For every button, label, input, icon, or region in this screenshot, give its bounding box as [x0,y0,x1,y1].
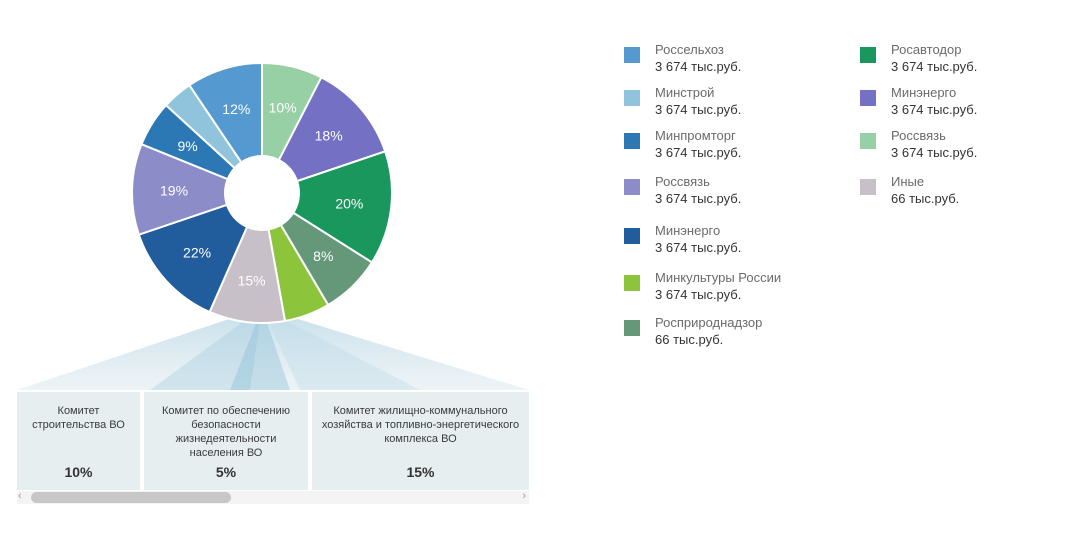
drilldown-percent: 10% [64,464,93,480]
slice-label: 22% [183,244,211,260]
legend-value: 3 674 тыс.руб. [891,102,978,117]
legend-swatch [624,179,640,195]
legend-item[interactable]: Минэнерго 3 674 тыс.руб. [860,85,1080,125]
legend-name: Росприроднадзор [655,315,763,330]
slice-label: 9% [177,138,197,154]
drilldown-card[interactable]: Комитет жилищно-коммунального хозяйства … [312,392,529,490]
slice-label: 12% [222,101,250,117]
legend-value: 3 674 тыс.руб. [655,191,742,206]
legend-value: 66 тыс.руб. [891,191,960,206]
pie-slice[interactable] [259,150,393,264]
drilldown-percent: 15% [406,464,435,480]
legend-value: 3 674 тыс.руб. [891,145,978,160]
horizontal-scrollbar[interactable]: ‹ › [17,490,529,504]
legend-item[interactable]: Минстрой 3 674 тыс.руб. [624,85,844,125]
legend-swatch [624,133,640,149]
legend-value: 3 674 тыс.руб. [891,59,978,74]
legend-swatch [624,90,640,106]
legend-swatch [624,228,640,244]
legend-value: 66 тыс.руб. [655,332,724,347]
legend-swatch [624,320,640,336]
pie-slice[interactable] [137,191,264,314]
legend-name: Минэнерго [891,85,957,100]
legend-name: Минкультуры России [655,270,782,285]
drilldown-percent: 5% [215,464,237,480]
donut-hole [224,155,300,231]
legend-item[interactable]: Минэнерго 3 674 тыс.руб. [624,223,844,263]
pie-slice[interactable] [131,142,265,236]
drilldown-card[interactable]: Комитет строительства ВО 10% [17,392,140,490]
legend-value: 3 674 тыс.руб. [655,240,742,255]
legend-value: 3 674 тыс.руб. [655,59,742,74]
scrollbar-thumb[interactable] [31,492,231,503]
legend-name: Минэнерго [655,223,721,238]
drilldown-card[interactable]: Комитет по обеспечению безопасности жизн… [144,392,308,490]
legend-name: Иные [891,174,925,189]
slice-label: 19% [160,182,188,198]
legend-name: Россвязь [655,174,710,189]
drilldown-panel: Комитет строительства ВО 10% Комитет по об… [17,392,529,506]
legend-swatch [624,275,640,291]
legend-swatch [860,90,876,106]
drilldown-name: Комитет жилищно-коммунального хозяйства … [321,405,520,445]
legend-name: Минпромторг [655,128,736,143]
scroll-left-icon[interactable]: ‹ [18,490,22,502]
legend-item[interactable]: Минкультуры России 3 674 тыс.руб. [624,270,844,310]
legend-value: 3 674 тыс.руб. [655,102,742,117]
slice-label: 10% [269,99,297,115]
legend-swatch [860,179,876,195]
legend-item[interactable]: Россельхоз 3 674 тыс.руб. [624,42,844,82]
legend-item[interactable]: Росавтодор 3 674 тыс.руб. [860,42,1080,82]
drilldown-connector [17,308,529,390]
legend-item[interactable]: Россвязь 3 674 тыс.руб. [624,174,844,214]
legend-name: Минстрой [655,85,715,100]
slice-label: 20% [335,195,363,211]
legend-item[interactable]: Росприроднадзор 66 тыс.руб. [624,315,844,355]
legend-name: Россвязь [891,128,946,143]
legend-value: 3 674 тыс.руб. [655,287,742,302]
legend-name: Россельхоз [655,42,724,57]
legend-item[interactable]: Россвязь 3 674 тыс.руб. [860,128,1080,168]
legend-item[interactable]: Минпромторг 3 674 тыс.руб. [624,128,844,168]
drilldown-name: Комитет строительства ВО [32,405,125,431]
legend-value: 3 674 тыс.руб. [655,145,742,160]
slice-label: 18% [315,128,343,144]
legend-swatch [860,133,876,149]
pie-chart: 10% 18% 20% 8% 15% 22% 19% 9% 12% [17,61,529,390]
legend-item[interactable]: Иные 66 тыс.руб. [860,174,1080,214]
pie-slice[interactable] [259,75,387,195]
slice-label: 8% [313,248,333,264]
legend-swatch [860,47,876,63]
legend-swatch [624,47,640,63]
scroll-right-icon[interactable]: › [522,490,526,502]
legend-name: Росавтодор [891,42,962,57]
drilldown-name: Комитет по обеспечению безопасности жизн… [161,405,291,459]
slice-label: 15% [238,272,266,288]
